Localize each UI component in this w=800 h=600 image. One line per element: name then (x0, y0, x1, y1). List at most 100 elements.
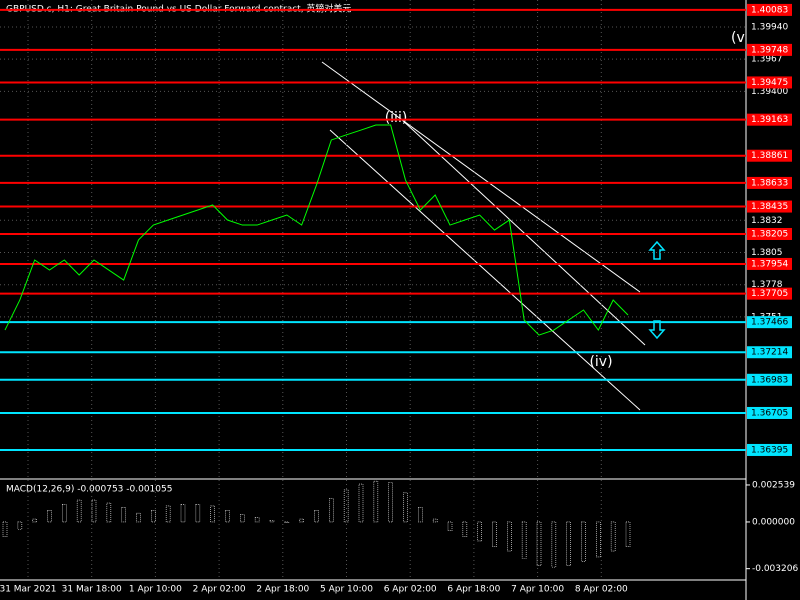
macd-bar (329, 498, 334, 523)
y-tick-label: 1.3832 (751, 216, 783, 226)
y-tick-label: 1.39400 (751, 87, 788, 97)
level-label-box (747, 149, 792, 162)
macd-bar (62, 504, 67, 523)
macd-bar (566, 521, 571, 566)
macd-bar (47, 510, 52, 523)
macd-bar (343, 489, 349, 523)
level-label: 1.40083 (751, 5, 788, 15)
macd-bar (284, 521, 290, 523)
macd-tick-label: 0.002539 (752, 480, 795, 490)
level-label: 1.37954 (751, 259, 788, 269)
macd-bar (551, 521, 557, 568)
macd-bar (388, 482, 393, 523)
macd-bar (596, 521, 601, 558)
level-label: 1.37466 (751, 318, 788, 328)
macd-bar (358, 483, 364, 523)
macd-title: MACD(12,26,9) -0.000753 -0.001055 (6, 485, 172, 495)
macd-bar (432, 518, 438, 523)
macd-bar (610, 521, 616, 552)
time-label: 31 Mar 18:00 (62, 585, 122, 595)
level-label-box (747, 113, 792, 126)
macd-bar (210, 505, 215, 523)
trend-line (321, 61, 641, 293)
level-label-box (747, 176, 792, 189)
macd-bar (299, 518, 304, 523)
down-arrow (648, 320, 666, 340)
time-label: 31 Mar 2021 (0, 585, 57, 595)
macd-bar (581, 521, 586, 562)
macd-bar (195, 504, 201, 523)
macd-bar (492, 521, 497, 548)
macd-bar (462, 521, 468, 537)
level-label: 1.38633 (751, 178, 788, 188)
macd-tick-label: -0.003206 (752, 564, 798, 574)
macd-bar (521, 521, 527, 559)
level-label-box (747, 227, 792, 240)
level-label-box (747, 257, 792, 270)
macd-bar (32, 518, 37, 523)
y-tick-label: 1.3778 (751, 280, 783, 290)
level-label-box (747, 3, 792, 16)
macd-bar (165, 505, 171, 523)
macd-bar (2, 521, 8, 537)
level-label: 1.39475 (751, 78, 788, 88)
level-label: 1.36705 (751, 408, 788, 418)
macd-bar (17, 521, 23, 530)
level-label: 1.37214 (751, 348, 788, 358)
time-label: 6 Apr 02:00 (384, 585, 437, 595)
level-label-box (747, 43, 792, 56)
macd-bar (151, 510, 156, 523)
time-label: 8 Apr 02:00 (575, 585, 628, 595)
time-label: 5 Apr 10:00 (320, 585, 373, 595)
macd-bar (136, 512, 141, 523)
wave-label: (iii) (385, 110, 408, 126)
macd-bar (536, 521, 542, 566)
macd-bar (121, 507, 126, 523)
wave-label: (v (731, 30, 745, 46)
macd-bar (625, 521, 631, 548)
macd-bar (269, 520, 275, 523)
y-tick-label: 1.3805 (751, 248, 783, 258)
macd-bar (76, 499, 82, 523)
level-label: 1.38861 (751, 151, 788, 161)
price-line (4, 124, 629, 336)
level-label-box (747, 287, 792, 300)
macd-bar (180, 504, 186, 523)
level-label: 1.37705 (751, 289, 788, 299)
chart-title: GBPUSD.c, H1: Great Britain Pound vs US … (6, 3, 351, 15)
trend-line (329, 129, 641, 411)
macd-bar (225, 510, 230, 523)
time-label: 6 Apr 18:00 (447, 585, 500, 595)
macd-tick-label: 0.000000 (752, 517, 795, 527)
macd-bar (254, 517, 260, 523)
level-label: 1.39163 (751, 115, 788, 125)
time-label: 7 Apr 10:00 (511, 585, 564, 595)
level-label-box (747, 346, 792, 359)
level-label: 1.39748 (751, 45, 788, 55)
macd-bar (106, 502, 112, 523)
wave-label: (iv) (589, 354, 612, 370)
level-label-box (747, 316, 792, 329)
macd-bar (477, 521, 482, 542)
level-label-box (747, 406, 792, 419)
level-label: 1.36983 (751, 375, 788, 385)
level-label: 1.36395 (751, 445, 788, 455)
level-label-box (747, 200, 792, 213)
up-arrow (648, 240, 666, 260)
y-tick-label: 1.3967 (751, 55, 783, 65)
macd-bar (314, 510, 319, 523)
time-label: 2 Apr 18:00 (256, 585, 309, 595)
y-tick-label: 1.39940 (751, 22, 788, 32)
level-label: 1.38205 (751, 229, 788, 239)
time-label: 1 Apr 10:00 (129, 585, 182, 595)
macd-bar (447, 521, 453, 532)
macd-bar (418, 507, 423, 523)
level-label-box (747, 373, 792, 386)
macd-bar (507, 521, 512, 552)
macd-bar (240, 514, 245, 523)
level-label-box (747, 76, 792, 89)
level-label: 1.38435 (751, 202, 788, 212)
time-label: 2 Apr 02:00 (193, 585, 246, 595)
